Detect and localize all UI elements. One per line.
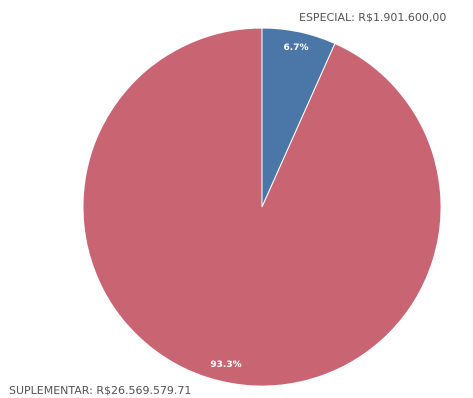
- pie-labels: ESPECIAL: R$1.901.600,00 6.7% 93.3% SUPL…: [9, 11, 446, 397]
- suplementar-value-label: SUPLEMENTAR: R$26.569.579.71: [9, 384, 191, 397]
- especial-value-label: ESPECIAL: R$1.901.600,00: [299, 11, 446, 24]
- pie-slices: [82, 27, 442, 387]
- suplementar-percent-label: 93.3%: [210, 360, 241, 370]
- especial-percent-label: 6.7%: [284, 43, 309, 53]
- pie-slice-suplementar: [82, 27, 442, 387]
